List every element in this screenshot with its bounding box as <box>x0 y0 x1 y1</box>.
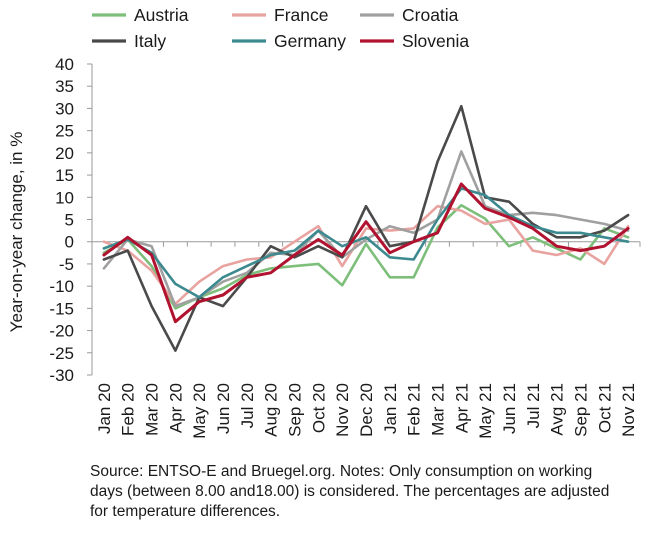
y-tick-label: 40 <box>55 55 74 74</box>
legend-label-slovenia: Slovenia <box>402 31 469 51</box>
y-tick-label: 20 <box>55 144 74 163</box>
legend-label-france: France <box>274 5 328 25</box>
legend: Austria France Croatia Italy Germany Slovenia <box>92 5 469 51</box>
legend-label-italy: Italy <box>134 31 166 51</box>
x-tick-label: Aug 20 <box>262 383 281 437</box>
source-note: Source: ENTSO-E and Bruegel.org. Notes: … <box>90 463 610 520</box>
x-tick-label: Oct 20 <box>309 383 328 433</box>
x-tick-label: Feb 21 <box>405 383 424 436</box>
y-tick-label: -30 <box>49 366 74 385</box>
x-tick-label: May 20 <box>190 383 209 439</box>
series-line-slovenia <box>102 182 630 324</box>
legend-label-germany: Germany <box>274 31 346 51</box>
y-tick-label: -15 <box>49 299 74 318</box>
x-tick-label: Mar 21 <box>429 383 448 436</box>
series-line-croatia <box>102 150 630 308</box>
x-tick-label: Feb 20 <box>119 383 138 436</box>
y-tick-label: 35 <box>55 77 74 96</box>
plot-area <box>87 63 641 376</box>
y-tick-label: 10 <box>55 188 74 207</box>
x-tick-label: May 21 <box>476 383 495 439</box>
x-tick-label: Jul 21 <box>524 383 543 428</box>
y-axis-ticks: 40 35 30 25 20 15 10 5 0 -5 -10 -15 -20 -25 -30 <box>49 55 74 385</box>
x-tick-label: Jul 20 <box>238 383 257 428</box>
line-chart: Austria France Croatia Italy Germany Slovenia… <box>7 5 641 439</box>
y-tick-label: 0 <box>65 233 74 252</box>
x-tick-label: Apr 20 <box>166 383 185 433</box>
y-axis-label: Year-on-year change, in % <box>7 132 26 333</box>
series-line-germany <box>102 187 630 299</box>
x-tick-label: Nov 21 <box>619 383 638 437</box>
y-tick-label: -20 <box>49 322 74 341</box>
x-tick-label: Mar 20 <box>143 383 162 436</box>
x-tick-label: Jan 20 <box>95 383 114 434</box>
series-line-france <box>102 204 630 306</box>
y-tick-label: 30 <box>55 99 74 118</box>
y-tick-label: -5 <box>59 255 74 274</box>
x-tick-label: Oct 21 <box>595 383 614 433</box>
legend-label-austria: Austria <box>134 5 189 25</box>
x-axis-ticks: Jan 20 Feb 20 Mar 20 Apr 20 May 20 Jun 20 Jul … <box>95 383 638 439</box>
y-tick-label: 25 <box>55 122 74 141</box>
y-tick-label: -25 <box>49 344 74 363</box>
x-tick-label: Jan 21 <box>381 383 400 434</box>
x-tick-label: Jun 20 <box>214 383 233 434</box>
y-tick-label: 5 <box>65 211 74 230</box>
x-tick-label: Jun 21 <box>500 383 519 434</box>
x-tick-label: Sep 21 <box>571 383 590 437</box>
x-tick-label: Nov 20 <box>333 383 352 437</box>
y-tick-label: 15 <box>55 166 74 185</box>
x-tick-label: Apr 21 <box>452 383 471 433</box>
x-tick-label: Avg 21 <box>548 383 567 436</box>
x-tick-label: Sep 20 <box>286 383 305 437</box>
y-tick-label: -10 <box>49 277 74 296</box>
legend-label-croatia: Croatia <box>402 5 459 25</box>
x-tick-label: Dec 20 <box>357 383 376 437</box>
